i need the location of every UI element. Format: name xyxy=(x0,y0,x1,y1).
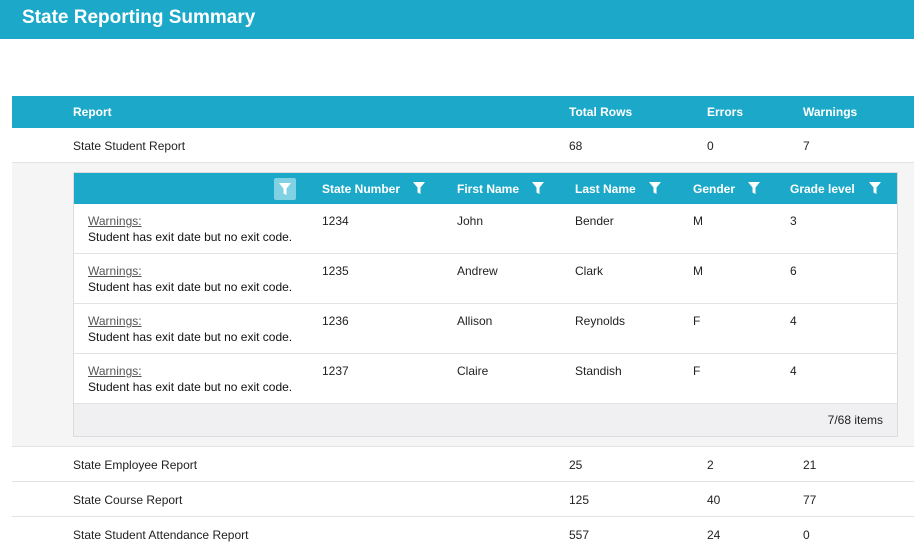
cell-last-name: Reynolds xyxy=(575,314,626,328)
warnings-link[interactable]: Warnings: xyxy=(88,314,142,328)
cell-errors: 0 xyxy=(707,139,714,153)
cell-report: State Employee Report xyxy=(73,458,198,472)
warning-message: Student has exit date but no exit code. xyxy=(88,280,293,294)
detail-row[interactable]: Warnings: Student has exit date but no e… xyxy=(74,354,897,404)
cell-warnings: 21 xyxy=(803,458,817,472)
page-title: State Reporting Summary xyxy=(22,7,256,28)
cell-first-name: Claire xyxy=(457,364,489,378)
header-state-number[interactable]: State Number xyxy=(322,182,401,196)
cell-warnings: 7 xyxy=(803,139,810,153)
header-report[interactable]: Report xyxy=(73,105,112,119)
cell-gender: F xyxy=(693,364,701,378)
cell-last-name: Bender xyxy=(575,214,614,228)
cell-warnings: 0 xyxy=(803,528,810,542)
filter-icon[interactable] xyxy=(532,182,544,195)
cell-total-rows: 25 xyxy=(569,458,583,472)
cell-state-number: 1237 xyxy=(322,364,349,378)
detail-table: State Number First Name Last Name Gender… xyxy=(73,172,898,437)
cell-report: State Course Report xyxy=(73,493,183,507)
warnings-link[interactable]: Warnings: xyxy=(88,364,142,378)
table-row[interactable]: State Student Attendance Report 557 24 0 xyxy=(12,517,914,551)
filter-icon[interactable] xyxy=(413,182,425,195)
cell-total-rows: 557 xyxy=(569,528,590,542)
header-gender[interactable]: Gender xyxy=(693,182,736,196)
items-count: 7/68 items xyxy=(827,413,883,427)
cell-report: State Student Attendance Report xyxy=(73,528,249,542)
cell-state-number: 1234 xyxy=(322,214,349,228)
detail-row[interactable]: Warnings: Student has exit date but no e… xyxy=(74,304,897,354)
cell-gender: M xyxy=(693,214,703,228)
detail-table-header: State Number First Name Last Name Gender… xyxy=(74,173,897,204)
filter-icon xyxy=(279,183,291,195)
cell-report: State Student Report xyxy=(73,139,186,153)
cell-first-name: Andrew xyxy=(457,264,498,278)
cell-gender: M xyxy=(693,264,703,278)
cell-total-rows: 68 xyxy=(569,139,583,153)
detail-panel: State Number First Name Last Name Gender… xyxy=(12,163,914,447)
cell-grade-level: 4 xyxy=(790,314,797,328)
cell-errors: 40 xyxy=(707,493,721,507)
table-row[interactable]: State Course Report 125 40 77 xyxy=(12,482,914,517)
warnings-filter-button[interactable] xyxy=(274,178,296,200)
cell-last-name: Clark xyxy=(575,264,604,278)
cell-state-number: 1236 xyxy=(322,314,349,328)
detail-table-footer: 7/68 items xyxy=(74,404,897,436)
detail-row[interactable]: Warnings: Student has exit date but no e… xyxy=(74,254,897,304)
warning-message: Student has exit date but no exit code. xyxy=(88,330,293,344)
cell-errors: 2 xyxy=(707,458,714,472)
header-grade-level[interactable]: Grade level xyxy=(790,182,855,196)
cell-first-name: John xyxy=(457,214,484,228)
filter-icon[interactable] xyxy=(748,182,760,195)
cell-grade-level: 6 xyxy=(790,264,797,278)
warnings-link[interactable]: Warnings: xyxy=(88,214,142,228)
cell-first-name: Allison xyxy=(457,314,493,328)
cell-grade-level: 3 xyxy=(790,214,797,228)
warning-message: Student has exit date but no exit code. xyxy=(88,230,293,244)
detail-row[interactable]: Warnings: Student has exit date but no e… xyxy=(74,204,897,254)
cell-errors: 24 xyxy=(707,528,721,542)
cell-grade-level: 4 xyxy=(790,364,797,378)
warning-message: Student has exit date but no exit code. xyxy=(88,380,293,394)
header-warnings[interactable]: Warnings xyxy=(803,105,858,119)
filter-icon[interactable] xyxy=(869,182,881,195)
cell-total-rows: 125 xyxy=(569,493,590,507)
filter-icon[interactable] xyxy=(649,182,661,195)
header-errors[interactable]: Errors xyxy=(707,105,744,119)
cell-last-name: Standish xyxy=(575,364,622,378)
top-bar: State Reporting Summary xyxy=(0,0,914,39)
header-last-name[interactable]: Last Name xyxy=(575,182,636,196)
header-total-rows[interactable]: Total Rows xyxy=(569,105,633,119)
main-table-header: Report Total Rows Errors Warnings xyxy=(12,96,914,128)
cell-gender: F xyxy=(693,314,701,328)
table-row[interactable]: State Student Report 68 0 7 xyxy=(12,128,914,163)
cell-state-number: 1235 xyxy=(322,264,349,278)
table-row[interactable]: State Employee Report 25 2 21 xyxy=(12,447,914,482)
warnings-link[interactable]: Warnings: xyxy=(88,264,142,278)
cell-warnings: 77 xyxy=(803,493,817,507)
header-first-name[interactable]: First Name xyxy=(457,182,520,196)
